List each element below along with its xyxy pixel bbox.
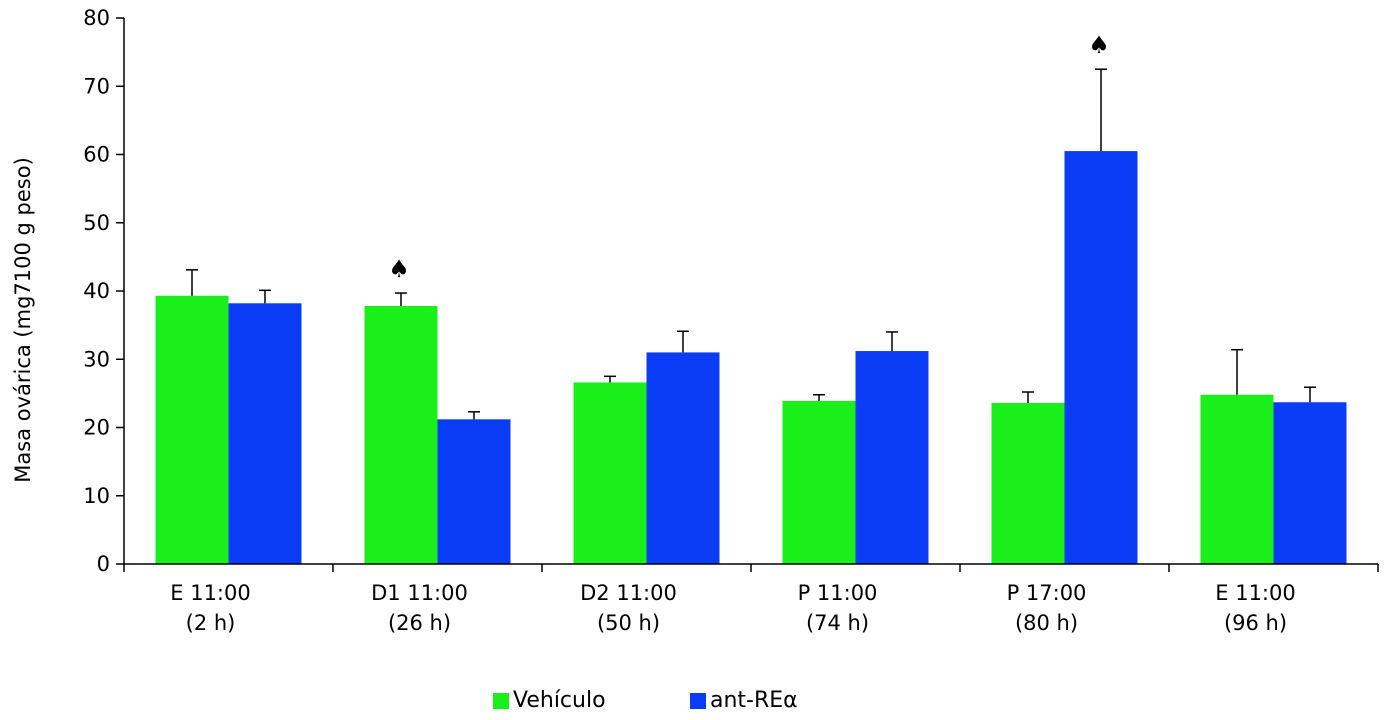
y-tick-label: 10: [83, 484, 110, 508]
y-axis-label: Masa ovárica (mg7100 g peso): [11, 157, 35, 483]
y-axis: 0 10 20 30 40 50 60 70 80: [83, 6, 125, 576]
bar-vehiculo: [1200, 394, 1274, 564]
bar-vehiculo: [782, 400, 856, 564]
legend-swatch-ant-rea: [690, 692, 706, 709]
chart-canvas: 0 10 20 30 40 50 60 70 80 E 11:00 (2 h) D1 11:00 (2…: [11, 6, 1379, 635]
y-tick-label: 60: [83, 143, 110, 167]
y-tick-label: 30: [83, 347, 110, 371]
x-tick-label: E 11:00 (96 h): [1215, 581, 1295, 635]
bar-ant-rea: [855, 351, 929, 564]
bar-ant-rea: [1064, 151, 1138, 564]
bar-ant-rea: [1273, 402, 1347, 564]
legend: Vehículo ant-REα: [0, 684, 1386, 720]
annotations: ♠♠: [388, 31, 1110, 283]
y-tick-label: 50: [83, 211, 110, 235]
x-tick-label: D1 11:00 (26 h): [371, 581, 468, 635]
bar-ant-rea: [646, 352, 720, 564]
error-bars: [186, 68, 1316, 420]
y-tick-label: 0: [97, 552, 110, 576]
bars: [155, 151, 1347, 564]
significance-marker: ♠: [388, 255, 410, 283]
bar-ant-rea: [437, 419, 511, 564]
legend-item-vehiculo: Vehículo: [493, 688, 606, 713]
x-tick-label: D2 11:00 (50 h): [580, 581, 677, 635]
significance-marker: ♠: [1088, 31, 1110, 59]
y-tick-label: 20: [83, 416, 110, 440]
y-tick-label: 40: [83, 279, 110, 303]
legend-item-ant-rea: ant-REα: [690, 688, 798, 713]
x-axis: E 11:00 (2 h) D1 11:00 (26 h) D2 11:00 (50 h)…: [123, 563, 1379, 635]
bar-ant-rea: [228, 303, 302, 564]
bar-vehiculo: [155, 295, 229, 564]
bar-vehiculo: [364, 306, 438, 564]
legend-label-vehiculo: Vehículo: [513, 688, 606, 713]
bar-vehiculo: [573, 382, 647, 564]
legend-label-ant-rea: ant-REα: [710, 688, 798, 713]
bar-vehiculo: [991, 402, 1065, 564]
x-tick-label: P 11:00 (74 h): [798, 581, 878, 635]
x-tick-label: E 11:00 (2 h): [170, 581, 250, 635]
y-tick-label: 80: [83, 6, 110, 30]
y-tick-label: 70: [83, 74, 110, 98]
x-tick-label: P 17:00 (80 h): [1007, 581, 1087, 635]
legend-swatch-vehiculo: [493, 692, 509, 709]
